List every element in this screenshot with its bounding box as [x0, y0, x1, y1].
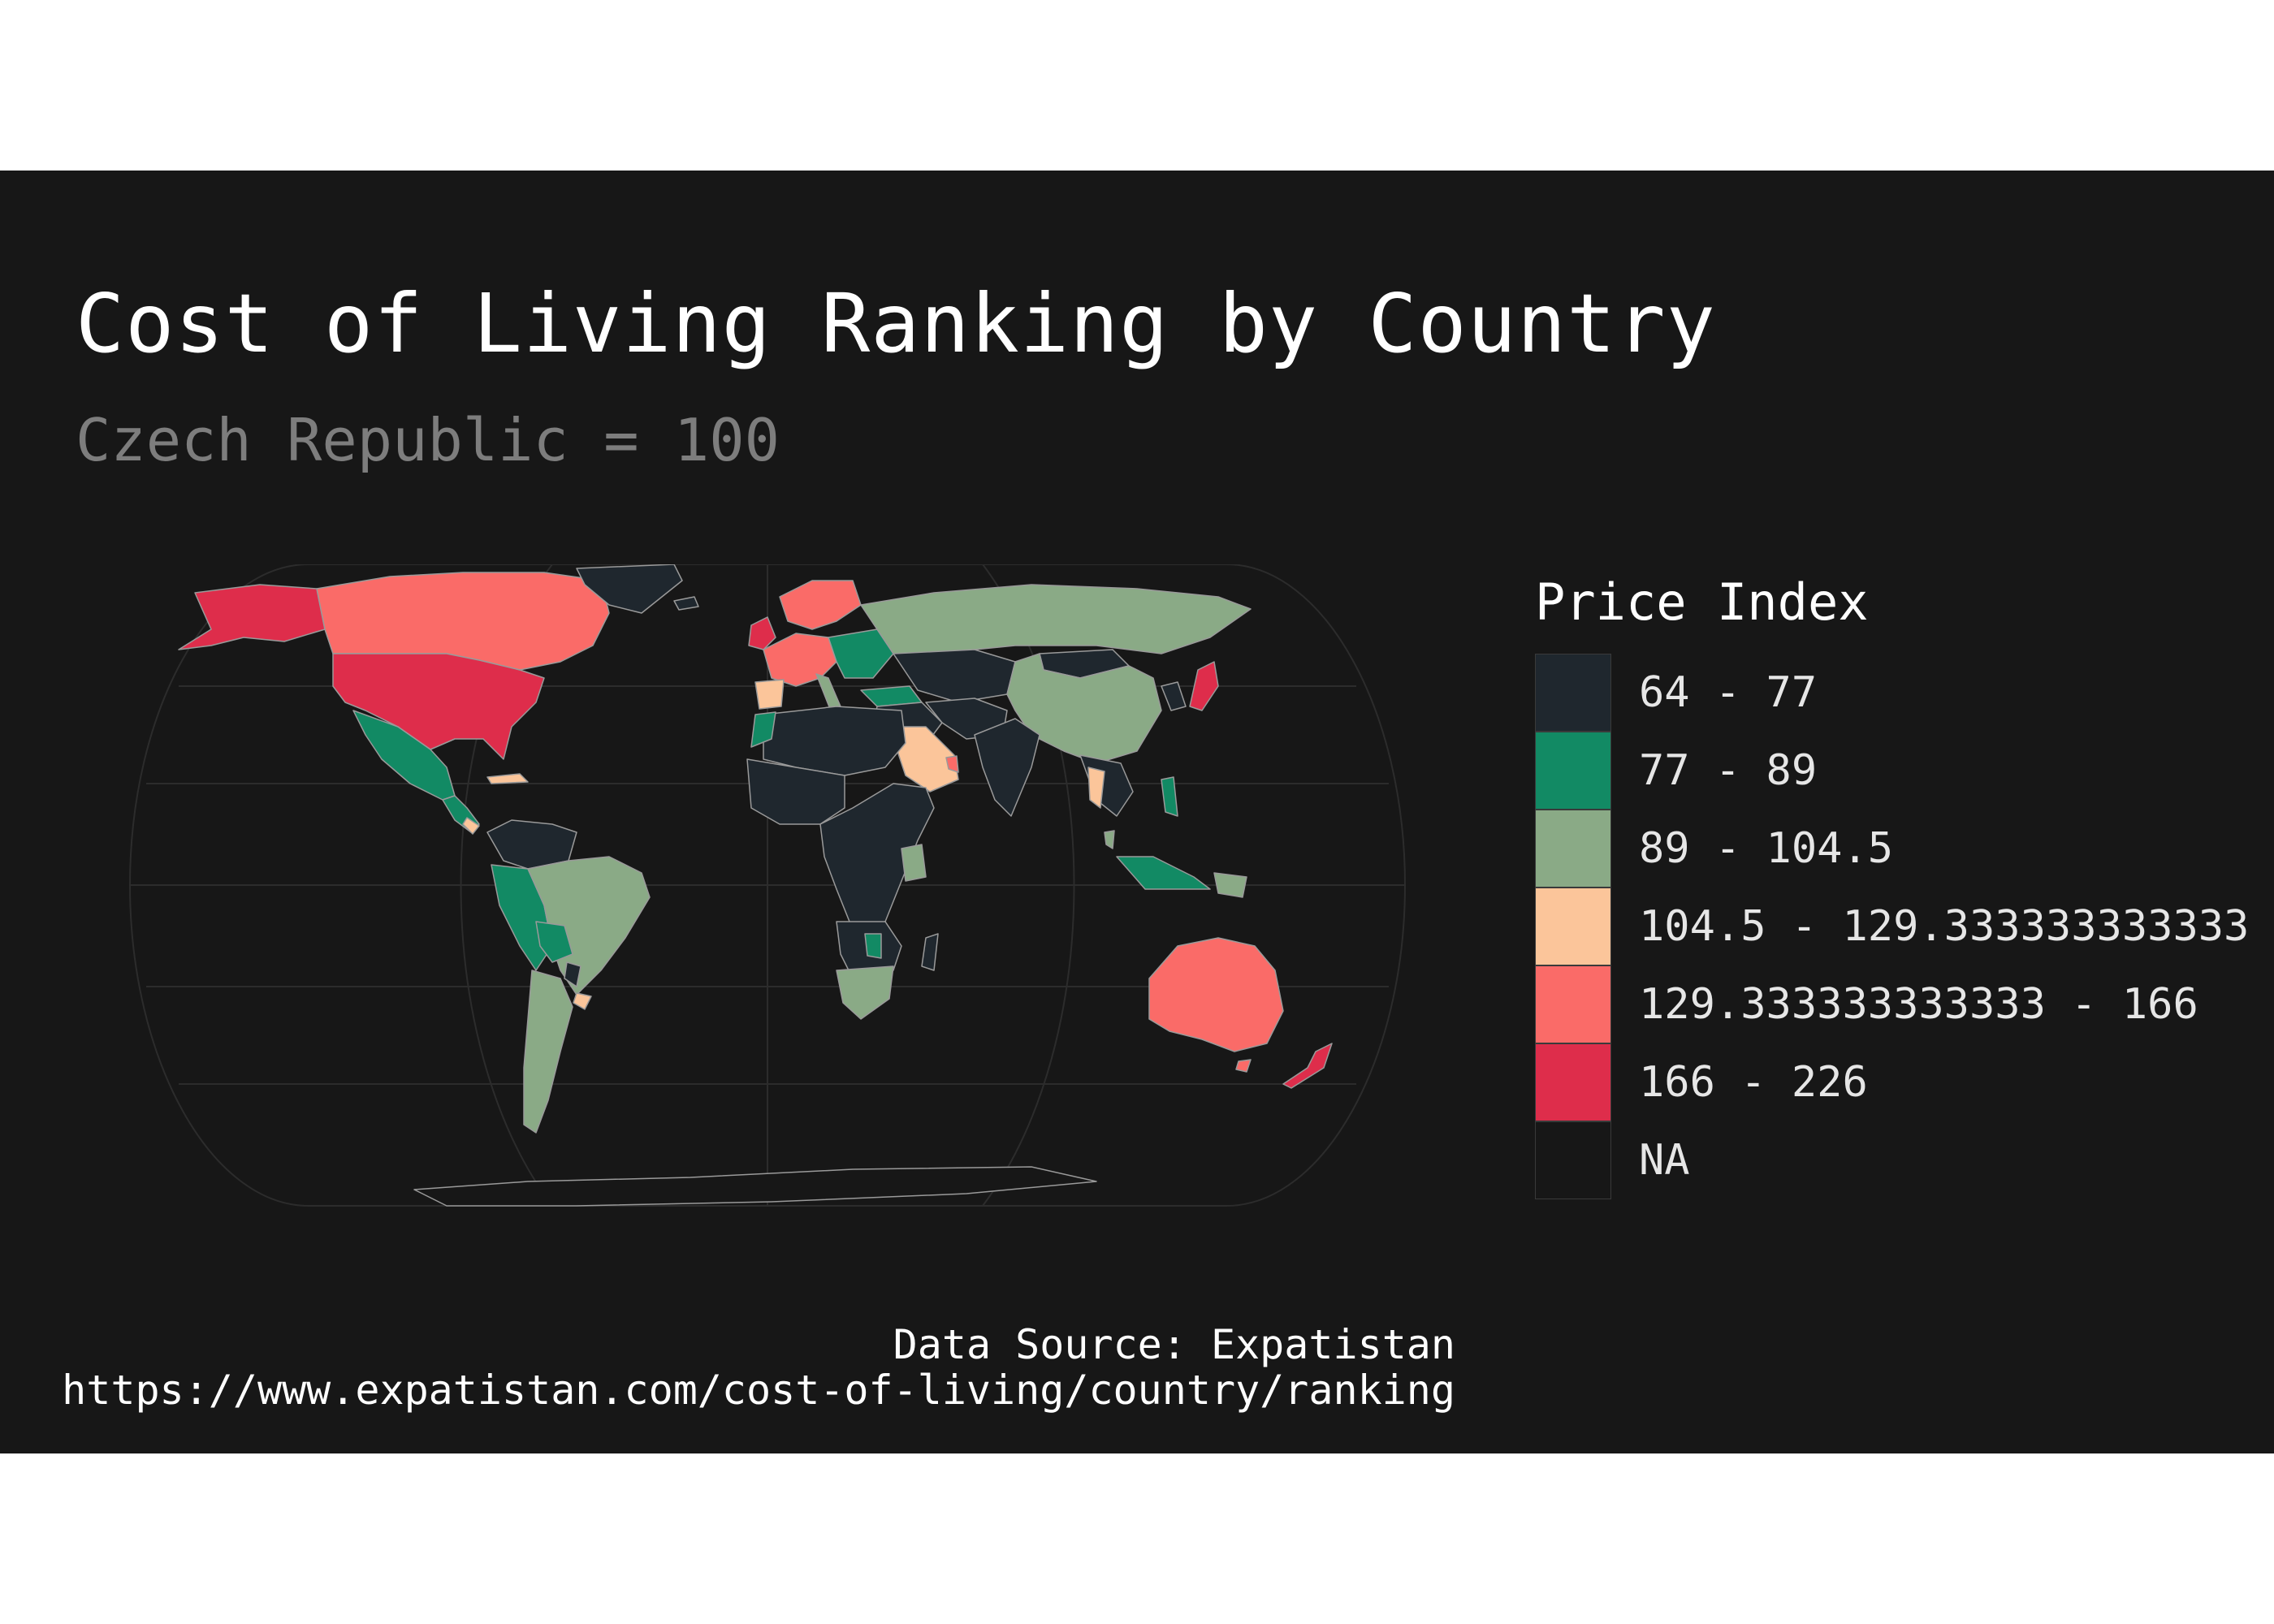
chart-panel: [0, 171, 2274, 1453]
country-costa-rica: [462, 817, 480, 835]
legend-item: 77 - 89: [1535, 732, 2266, 810]
country-japan: [1189, 661, 1219, 711]
map-title: Cost of Living Ranking by Country: [76, 276, 1716, 371]
country-usa: [332, 653, 545, 760]
country-alaska: [178, 584, 326, 650]
country-new-zealand: [1282, 1043, 1333, 1089]
country-tasmania: [1235, 1059, 1252, 1073]
country-south-africa: [836, 965, 894, 1020]
country-iceland: [673, 596, 699, 611]
legend-swatch: [1535, 965, 1611, 1043]
legend-label: NA: [1639, 1136, 1690, 1185]
country-southeast-asia: [1079, 754, 1134, 817]
country-western-europe: [763, 633, 837, 687]
country-iberia: [754, 679, 785, 710]
data-source-caption: Data Source: Expatistan https://www.expa…: [62, 1322, 1455, 1413]
country-india: [974, 718, 1040, 817]
country-argentina-chile: [523, 970, 573, 1134]
legend-item: 129.333333333333 - 166: [1535, 965, 2266, 1043]
legend-item: 166 - 226: [1535, 1043, 2266, 1121]
country-bolivia: [535, 921, 573, 963]
country-russia: [860, 584, 1252, 654]
legend-label: 77 - 89: [1639, 746, 1818, 795]
legend-item: 89 - 104.5: [1535, 810, 2266, 888]
legend-label: 129.333333333333 - 166: [1639, 980, 2198, 1029]
country-uae-qatar: [945, 755, 959, 773]
country-morocco: [750, 711, 776, 748]
country-kenya-ethiopia: [901, 844, 927, 882]
caption-url: https://www.expatistan.com/cost-of-livin…: [62, 1367, 1455, 1414]
country-philippines: [1161, 776, 1178, 817]
legend-swatch: [1535, 1043, 1611, 1121]
country-saudi-arabia: [888, 726, 959, 793]
country-north-africa: [763, 706, 906, 776]
country-colombia-venezuela: [486, 819, 577, 870]
country-uruguay: [573, 992, 592, 1010]
country-papua-new-guinea: [1213, 872, 1247, 898]
graticule-outline: [128, 564, 1407, 1207]
legend-label: 64 - 77: [1639, 668, 1818, 717]
legend-title: Price Index: [1535, 572, 1869, 632]
country-thailand: [1087, 767, 1105, 809]
world-choropleth-map: [128, 564, 1407, 1207]
legend-swatch: [1535, 654, 1611, 732]
country-zambia-zimbabwe: [864, 933, 882, 959]
legend-swatch: [1535, 810, 1611, 888]
country-scandinavia: [779, 580, 862, 630]
legend-item: 64 - 77: [1535, 654, 2266, 732]
country-antarctica: [413, 1166, 1097, 1207]
country-china: [1006, 653, 1162, 764]
legend-item: NA: [1535, 1121, 2266, 1199]
legend-swatch: [1535, 888, 1611, 965]
country-paraguay: [564, 961, 581, 987]
caption-source: Data Source: Expatistan: [893, 1321, 1455, 1368]
legend-label: 89 - 104.5: [1639, 824, 1894, 873]
legend-label: 166 - 226: [1639, 1058, 1868, 1107]
legend-item: 104.5 - 129.333333333333: [1535, 888, 2266, 965]
legend-swatch: [1535, 1121, 1611, 1199]
country-indonesia: [1116, 856, 1211, 890]
country-greenland: [576, 564, 683, 614]
country-italy: [815, 673, 841, 710]
country-uk-ireland: [748, 616, 776, 650]
country-cuba: [486, 773, 529, 784]
country-malaysia-singapore: [1104, 830, 1115, 849]
country-australia: [1148, 937, 1284, 1052]
country-madagascar: [921, 933, 939, 971]
countries: [178, 564, 1333, 1207]
legend-label: 104.5 - 129.333333333333: [1639, 902, 2250, 951]
map-subtitle: Czech Republic = 100: [76, 406, 780, 474]
legend-swatch: [1535, 732, 1611, 810]
country-korea: [1161, 681, 1187, 711]
country-west-africa: [746, 758, 845, 825]
